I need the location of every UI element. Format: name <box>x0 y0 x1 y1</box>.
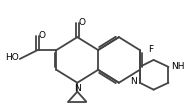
Text: N: N <box>130 77 137 86</box>
Text: N: N <box>74 84 81 93</box>
Text: O: O <box>79 18 86 27</box>
Text: HO: HO <box>5 53 19 62</box>
Text: F: F <box>148 45 153 54</box>
Text: O: O <box>38 31 45 40</box>
Text: NH: NH <box>171 62 184 71</box>
